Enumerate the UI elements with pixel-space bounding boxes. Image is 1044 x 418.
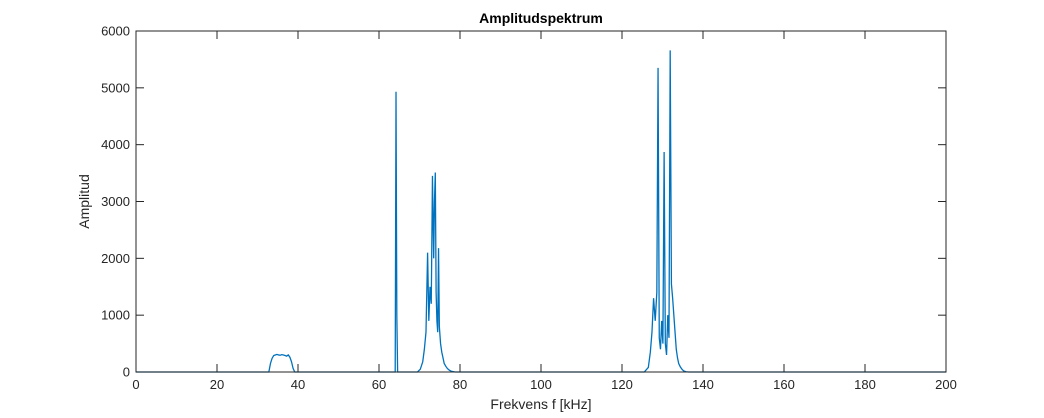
- y-tick-label: 2000: [101, 251, 130, 266]
- x-tick-label: 180: [854, 377, 876, 392]
- x-tick-label: 60: [372, 377, 386, 392]
- x-tick-label: 120: [611, 377, 633, 392]
- x-axis: 0 20 40 60 80 100 120 140 160 180 200: [132, 31, 957, 392]
- x-tick-label: 200: [935, 377, 957, 392]
- y-tick-label: 3000: [101, 194, 130, 209]
- x-tick-label: 100: [530, 377, 552, 392]
- y-tick-label: 0: [123, 365, 130, 380]
- y-tick-label: 6000: [101, 24, 130, 39]
- y-tick-label: 1000: [101, 308, 130, 323]
- y-tick-label: 5000: [101, 80, 130, 95]
- x-axis-label: Frekvens f [kHz]: [490, 396, 591, 412]
- x-tick-label: 40: [291, 377, 305, 392]
- y-axis: 0 1000 2000 3000 4000 5000 6000: [101, 24, 946, 380]
- plot-area: [136, 31, 946, 372]
- x-tick-label: 140: [692, 377, 714, 392]
- chart-title: Amplitudspektrum: [479, 10, 603, 26]
- series-layer: [136, 50, 946, 373]
- x-tick-label: 20: [210, 377, 224, 392]
- y-axis-label: Amplitud: [76, 174, 92, 228]
- x-tick-label: 160: [773, 377, 795, 392]
- x-tick-label: 0: [132, 377, 139, 392]
- spectrum-series-line: [136, 50, 946, 373]
- x-tick-label: 80: [453, 377, 467, 392]
- y-tick-label: 4000: [101, 137, 130, 152]
